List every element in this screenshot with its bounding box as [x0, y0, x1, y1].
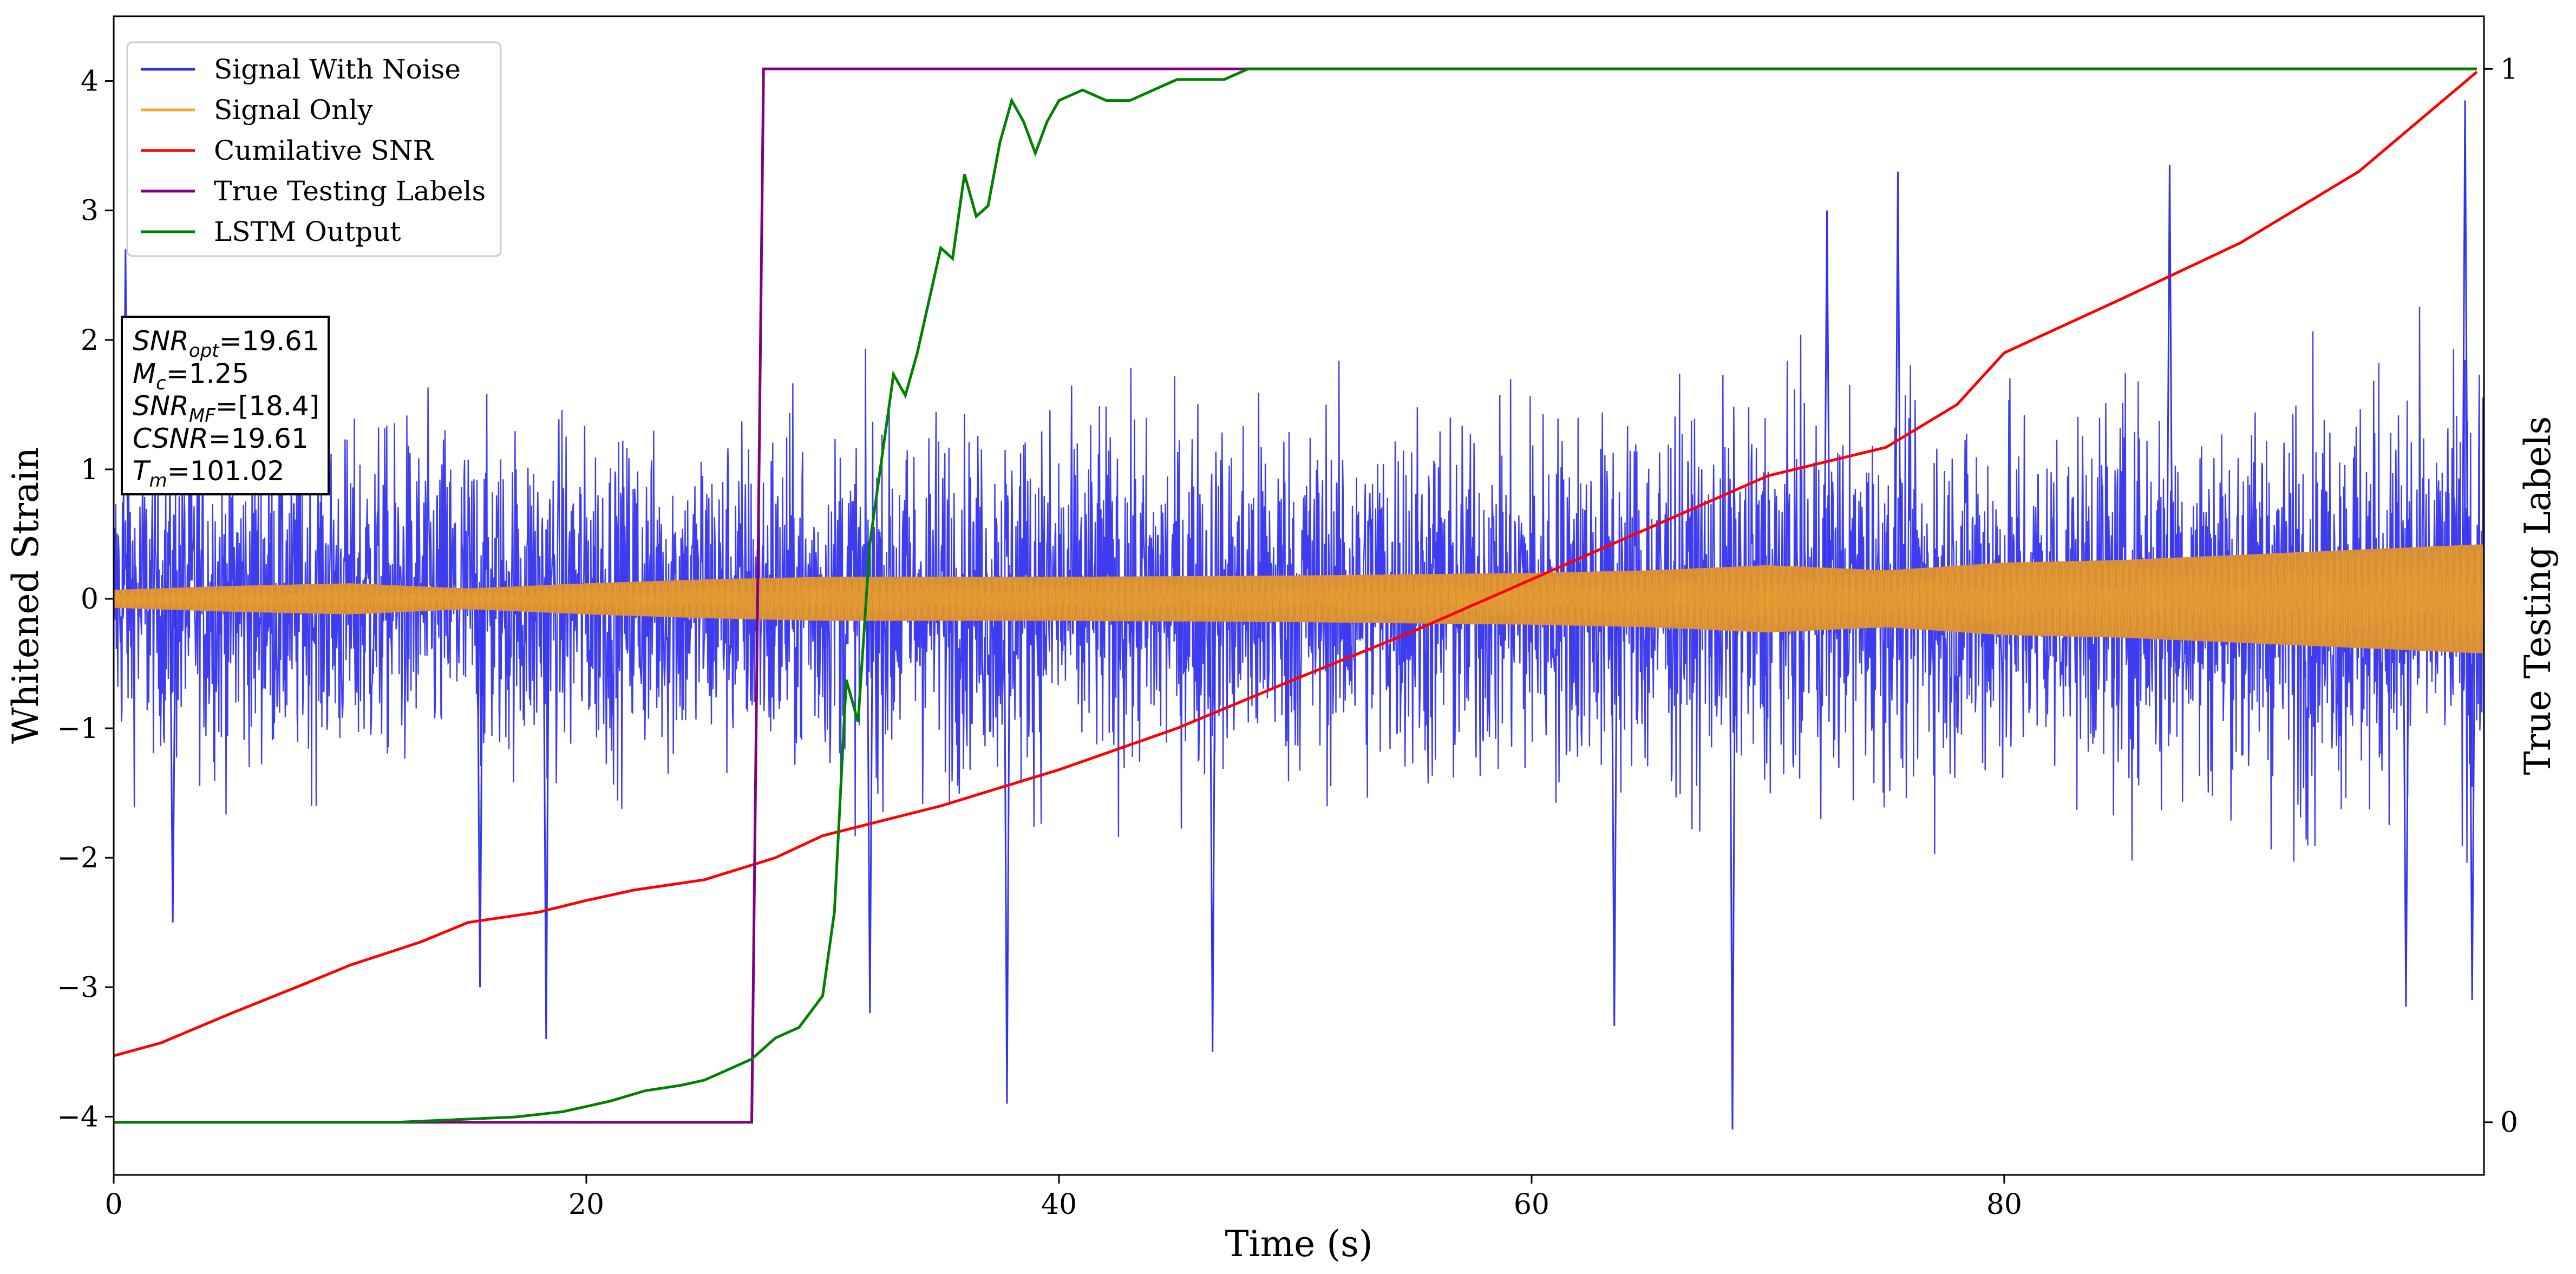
x-tick-label: 60 [1514, 1188, 1549, 1221]
noise-spike-3 [542, 598, 550, 1039]
annotation-frame [121, 316, 330, 495]
y-tick-label: 3 [81, 195, 99, 227]
annotation-box: SNRopt=19.61Mc=1.25SNRMF=[18.4]CSNR=19.6… [121, 316, 330, 495]
x-axis-label: Time (s) [1225, 1223, 1372, 1265]
series-signal-only-band [114, 544, 2484, 654]
annotation-line-3: CSNR=19.61 [133, 423, 309, 454]
noise-spike-13 [2461, 100, 2469, 599]
y-tick-label: −2 [57, 842, 99, 874]
y-tick-label: −4 [57, 1101, 99, 1133]
series-cumulative-snr-line [114, 70, 2478, 1057]
plot-content [114, 67, 2484, 1130]
legend-label-3: True Testing Labels [214, 175, 486, 207]
noise-spike-10 [1894, 171, 1902, 599]
annotation-line-1: Mc=1.25 [133, 358, 249, 394]
noise-spike-7 [1611, 598, 1618, 1027]
noise-spike-4 [866, 598, 874, 1014]
x-tick-label: 40 [1041, 1188, 1077, 1221]
y-axis-label: Whitened Strain [5, 447, 47, 744]
series-signal-only-line [114, 546, 2484, 654]
noise-spike-14 [2468, 598, 2476, 1001]
y-tick-label: −1 [57, 713, 99, 745]
y-tick-label: −3 [57, 971, 99, 1004]
legend-label-1: Signal Only [214, 94, 373, 126]
x-tick-label: 20 [568, 1188, 604, 1221]
y2-tick-label: 0 [2500, 1107, 2518, 1139]
y-tick-label: 0 [81, 583, 99, 616]
annotation-line-0: SNRopt=19.61 [133, 325, 319, 362]
noise-spike-6 [1209, 598, 1217, 1052]
noise-spike-11 [2166, 165, 2173, 599]
legend: Signal With Noise Signal Only Cumilative S… [126, 41, 502, 257]
legend-label-2: Cumilative SNR [214, 135, 434, 166]
noise-spike-5 [1003, 598, 1011, 1104]
y2-axis-label: True Testing Labels [2517, 416, 2559, 775]
series-lstm-output-line [114, 67, 2477, 1124]
plot-frame [113, 15, 2485, 1176]
y-tick-label: 2 [81, 324, 99, 357]
annotation-line-2: SNRMF=[18.4] [133, 390, 319, 427]
annotation-line-4: Tm=101.02 [133, 455, 285, 492]
noise-spike-8 [1729, 598, 1736, 1130]
y-tick-label: 4 [81, 66, 99, 98]
x-tick-label: 0 [104, 1188, 122, 1221]
noise-spike-2 [476, 598, 484, 988]
legend-frame [126, 41, 502, 257]
y2-tick-label: 1 [2500, 53, 2518, 86]
noise-spike-9 [1823, 210, 1831, 599]
noise-spike-12 [2402, 598, 2410, 1007]
y-tick-label: 1 [81, 454, 99, 486]
legend-label-4: LSTM Output [214, 216, 401, 247]
legend-label-0: Signal With Noise [214, 54, 461, 85]
x-tick-label: 80 [1986, 1188, 2022, 1221]
noise-spike-1 [169, 598, 176, 923]
